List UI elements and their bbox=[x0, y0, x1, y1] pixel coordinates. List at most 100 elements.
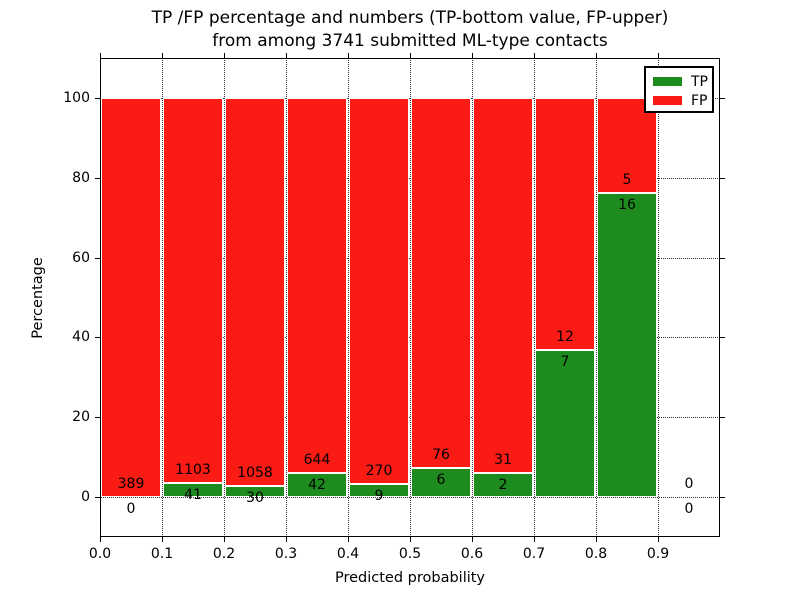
x-tick-top bbox=[100, 53, 101, 58]
bar-segment-tp bbox=[597, 193, 657, 498]
y-tick-label: 40 bbox=[72, 329, 90, 346]
y-tick bbox=[95, 337, 100, 339]
bar-fp-count-label: 31 bbox=[494, 451, 512, 468]
legend-entry: TP bbox=[653, 72, 712, 91]
y-tick bbox=[95, 257, 100, 259]
x-tick-label: 0.5 bbox=[398, 546, 422, 562]
y-tick bbox=[95, 97, 100, 99]
x-tick-label: 0.8 bbox=[584, 546, 608, 562]
y-gridline bbox=[100, 257, 720, 259]
bar-segment-fp bbox=[163, 97, 223, 483]
x-tick-label: 0.6 bbox=[460, 546, 484, 562]
legend-entry: FP bbox=[653, 91, 712, 110]
x-tick-top bbox=[162, 53, 163, 58]
x-tick-top bbox=[286, 53, 287, 58]
bar-fp-count-label: 12 bbox=[556, 329, 574, 346]
x-tick-label: 0.3 bbox=[274, 546, 298, 562]
bar-tp-count-label: 0 bbox=[684, 501, 694, 518]
x-tick-top bbox=[534, 53, 535, 58]
x-tick-top bbox=[472, 53, 473, 58]
bar-segment-tp bbox=[473, 472, 533, 498]
bar-segment-fp bbox=[101, 97, 161, 498]
bar-fp-count-label: 644 bbox=[303, 451, 331, 468]
x-gridline bbox=[658, 58, 659, 537]
bar-segment-fp bbox=[411, 97, 471, 468]
x-tick-label: 0.4 bbox=[336, 546, 360, 562]
y-tick-label: 60 bbox=[72, 249, 90, 266]
y-gridline bbox=[100, 497, 720, 499]
fp-color-swatch bbox=[653, 96, 682, 105]
bar-tp-count-label: 6 bbox=[436, 471, 446, 488]
bar-tp-count-label: 30 bbox=[246, 490, 264, 507]
bar-tp-count-label: 41 bbox=[184, 486, 202, 503]
y-gridline bbox=[100, 177, 720, 179]
bar-fp-count-label: 1103 bbox=[175, 461, 211, 478]
bar-tp-count-label: 42 bbox=[308, 476, 326, 493]
bar-segment-tp bbox=[411, 467, 471, 498]
bar-segment-fp bbox=[597, 97, 657, 193]
y-tick-right bbox=[720, 337, 725, 339]
x-axis-label: Predicted probability bbox=[334, 570, 486, 586]
bar-fp-count-label: 0 bbox=[684, 476, 694, 493]
x-gridline bbox=[348, 58, 349, 537]
x-tick-top bbox=[596, 53, 597, 58]
bar-segment-fp bbox=[473, 97, 533, 473]
x-gridline bbox=[224, 58, 225, 537]
legend-entry-label: FP bbox=[691, 92, 708, 109]
chart-title-line1: TP /FP percentage and numbers (TP-bottom… bbox=[151, 8, 669, 28]
bar-tp-count-label: 16 bbox=[618, 196, 636, 213]
bar-tp-count-label: 7 bbox=[560, 354, 570, 371]
x-tick bbox=[534, 537, 535, 542]
x-tick-label: 0.2 bbox=[212, 546, 236, 562]
bar-segment-fp bbox=[349, 97, 409, 485]
bar-fp-count-label: 1058 bbox=[237, 465, 273, 482]
x-gridline bbox=[534, 58, 535, 537]
legend: TP FP bbox=[644, 66, 714, 113]
y-tick-right bbox=[720, 417, 725, 419]
x-tick-label: 0.7 bbox=[522, 546, 546, 562]
y-tick-right bbox=[720, 177, 725, 179]
y-tick-label: 80 bbox=[72, 169, 90, 186]
bar-segment-tp bbox=[287, 472, 347, 497]
x-tick bbox=[472, 537, 473, 542]
x-tick bbox=[348, 537, 349, 542]
bar-fp-count-label: 270 bbox=[365, 463, 393, 480]
y-axis-label: Percentage bbox=[30, 257, 46, 339]
bar-tp-count-label: 9 bbox=[374, 488, 384, 505]
y-tick-right bbox=[720, 497, 725, 499]
bar-segment-tp bbox=[349, 484, 409, 498]
chart-title-line2: from among 3741 submitted ML-type contac… bbox=[212, 31, 608, 51]
y-gridline bbox=[100, 417, 720, 419]
x-gridline bbox=[286, 58, 287, 537]
bar-fp-count-label: 389 bbox=[117, 476, 145, 493]
x-tick bbox=[596, 537, 597, 542]
bar-segment-tp bbox=[163, 482, 223, 498]
y-tick-right bbox=[720, 97, 725, 99]
bar-tp-count-label: 0 bbox=[126, 501, 136, 518]
x-tick bbox=[162, 537, 163, 542]
x-tick bbox=[100, 537, 101, 542]
tp-color-swatch bbox=[653, 77, 682, 86]
y-tick-label: 0 bbox=[81, 489, 90, 506]
x-gridline bbox=[162, 58, 163, 537]
bar-segment-tp bbox=[535, 350, 595, 498]
y-tick-right bbox=[720, 257, 725, 259]
x-tick bbox=[224, 537, 225, 542]
x-tick-label: 0.9 bbox=[646, 546, 670, 562]
x-tick-top bbox=[658, 53, 659, 58]
x-gridline bbox=[472, 58, 473, 537]
bar-tp-count-label: 2 bbox=[498, 476, 508, 493]
x-tick-top bbox=[410, 53, 411, 58]
x-tick-top bbox=[224, 53, 225, 58]
x-tick-top bbox=[348, 53, 349, 58]
bar-fp-count-label: 76 bbox=[432, 446, 450, 463]
x-tick bbox=[410, 537, 411, 542]
x-gridline bbox=[596, 58, 597, 537]
y-tick bbox=[95, 497, 100, 499]
y-tick bbox=[95, 177, 100, 179]
y-tick-label: 20 bbox=[72, 409, 90, 426]
bar-segment-fp bbox=[287, 97, 347, 473]
x-tick-label: 0.0 bbox=[88, 546, 112, 562]
y-tick-label: 100 bbox=[63, 89, 90, 106]
